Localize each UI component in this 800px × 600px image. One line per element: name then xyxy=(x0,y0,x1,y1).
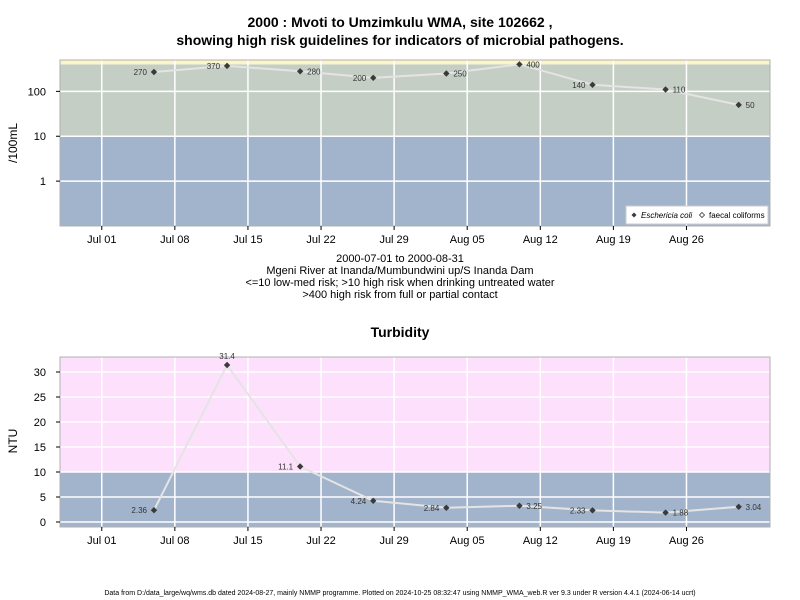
data-label: 31.4 xyxy=(219,352,235,361)
x-tick-label: Aug 12 xyxy=(523,234,558,246)
data-label: 280 xyxy=(307,67,321,76)
data-label: 200 xyxy=(353,74,367,83)
chart-title-line1: 2000 : Mvoti to Umzimkulu WMA, site 1026… xyxy=(247,14,553,30)
chart-title-line2: showing high risk guidelines for indicat… xyxy=(176,32,624,48)
y-tick-label: 5 xyxy=(40,492,46,504)
x-tick-label: Aug 05 xyxy=(450,234,485,246)
turbidity-title: Turbidity xyxy=(370,324,430,340)
data-label: 4.24 xyxy=(351,497,367,506)
data-label: 1.88 xyxy=(673,509,689,518)
data-point xyxy=(370,74,377,82)
subtitle-site: Mgeni River at Inanda/Mumbundwini up/S I… xyxy=(266,265,534,277)
y-tick-label: 1 xyxy=(40,176,46,188)
data-point xyxy=(443,70,450,77)
x-tick-label: Aug 19 xyxy=(596,234,631,246)
legend-marker-faecal xyxy=(698,211,706,219)
x-tick-label: Jul 15 xyxy=(233,535,262,547)
x-tick-label: Jul 29 xyxy=(379,234,408,246)
data-point xyxy=(296,463,304,470)
data-label: 2.33 xyxy=(570,506,586,515)
subtitle-risk-low: <=10 low-med risk; >10 high risk when dr… xyxy=(245,277,555,289)
risk-band xyxy=(60,357,770,472)
data-point xyxy=(443,504,450,511)
panel-2: Jul 01 Jul 08 Jul 15 Jul 22 Jul 29 Aug 05 Aug … xyxy=(34,352,771,547)
data-point xyxy=(516,61,523,68)
legend-label-faecal: faecal coliforms xyxy=(709,211,765,220)
y-tick-label: 20 xyxy=(34,417,46,429)
x-tick-label: Jul 22 xyxy=(306,234,335,246)
y-tick-label: 30 xyxy=(34,367,46,379)
data-label: 140 xyxy=(572,81,586,90)
data-label: 2.36 xyxy=(131,506,147,515)
x-tick-label: Aug 12 xyxy=(523,535,558,547)
subtitle-risk-high: >400 high risk from full or partial cont… xyxy=(302,289,498,301)
plot-frame xyxy=(59,59,771,227)
y-tick-label: 25 xyxy=(34,392,46,404)
legend-label-ecoli: Eschericia coli xyxy=(641,211,692,220)
x-tick-label: Aug 26 xyxy=(669,535,704,547)
data-label: 11.1 xyxy=(278,463,294,472)
legend-box xyxy=(625,205,769,225)
y-tick-label: 0 xyxy=(40,517,46,529)
data-point xyxy=(150,507,158,514)
data-point xyxy=(662,86,669,93)
data-label: 370 xyxy=(207,62,221,71)
risk-band xyxy=(60,60,770,65)
risk-band xyxy=(60,472,770,527)
x-tick-label: Jul 01 xyxy=(87,535,116,547)
y-tick-label: 100 xyxy=(28,86,46,98)
x-tick-label: Aug 05 xyxy=(450,535,485,547)
legend: Eschericia coli faecal coliforms xyxy=(625,205,769,225)
data-label: 270 xyxy=(134,68,148,77)
data-label: 400 xyxy=(526,60,540,69)
data-label: 2.84 xyxy=(424,504,440,513)
panel-1: Jul 01 Jul 08 Jul 15 Jul 22 Jul 29 Aug 05 Aug … xyxy=(28,59,771,246)
subtitle-date-range: 2000-07-01 to 2000-08-31 xyxy=(336,253,464,265)
x-tick-label: Jul 15 xyxy=(233,234,262,246)
plot-frame xyxy=(59,356,771,528)
data-label: 50 xyxy=(746,101,755,110)
x-tick-label: Jul 01 xyxy=(87,234,116,246)
data-point xyxy=(735,101,742,109)
x-tick-label: Aug 19 xyxy=(596,535,631,547)
footer-note: Data from D:/data_large/wq/wms.db dated … xyxy=(104,590,696,597)
data-point xyxy=(223,361,231,369)
data-point xyxy=(589,507,596,514)
x-tick-label: Aug 26 xyxy=(669,234,704,246)
x-tick-label: Jul 08 xyxy=(160,535,189,547)
y-tick-label: 10 xyxy=(34,467,46,479)
x-tick-label: Jul 08 xyxy=(160,234,189,246)
data-label: 3.25 xyxy=(526,502,542,511)
data-label: 250 xyxy=(453,70,467,79)
data-point xyxy=(735,503,742,510)
data-point xyxy=(589,81,596,89)
x-tick-label: Jul 29 xyxy=(379,535,408,547)
data-point xyxy=(150,68,158,76)
data-point xyxy=(370,497,377,504)
data-point xyxy=(662,509,669,516)
data-point xyxy=(296,68,304,75)
data-point xyxy=(223,62,231,70)
y-tick-label: 15 xyxy=(34,442,46,454)
data-label: 3.04 xyxy=(746,503,762,512)
data-label: 110 xyxy=(673,86,686,95)
legend-marker-ecoli xyxy=(631,212,637,218)
data-point xyxy=(516,502,523,509)
y-tick-label: 10 xyxy=(34,131,46,143)
x-tick-label: Jul 22 xyxy=(306,535,335,547)
